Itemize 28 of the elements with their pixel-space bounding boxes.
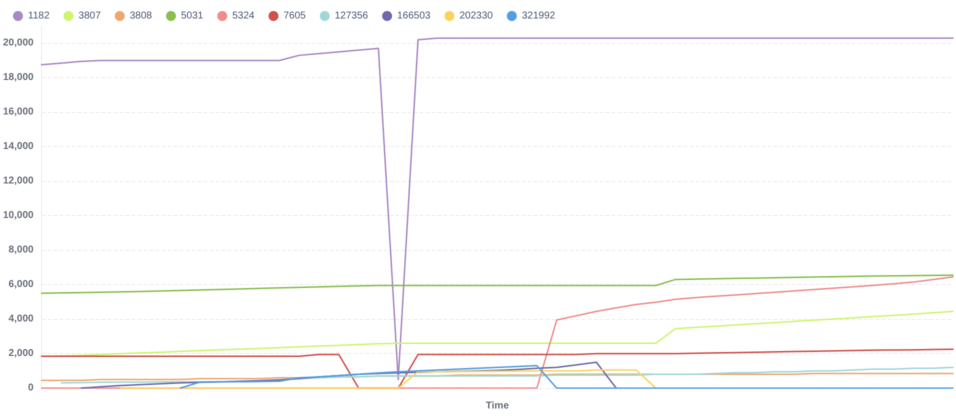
y-tick-label: 12,000 [2,176,34,187]
legend-label: 3807 [78,10,102,22]
y-tick-label: 10,000 [2,210,34,222]
legend-label: 3808 [130,10,152,22]
y-tick-label: 14,000 [2,141,34,152]
line-series [40,274,954,294]
y-tick-label: 0 [28,382,34,394]
legend-label: 1182 [28,10,50,22]
legend-label: 166503 [397,10,431,22]
line-series [180,364,954,389]
y-tick-label: 8,000 [8,244,34,256]
y-tick-label: 18,000 [2,72,34,84]
legend-label: 127356 [334,10,369,22]
y-tick-label: 6,000 [8,279,34,290]
legend-label: 5031 [180,10,204,22]
x-axis-title: Time [486,400,510,412]
legend-label: 7605 [283,10,306,22]
y-tick-label: 16,000 [2,106,34,118]
y-tick-label: 4,000 [8,314,34,325]
line-series [120,369,657,389]
line-series [40,37,954,380]
legend-label: 202330 [459,10,494,22]
y-tick-label: 2,000 [8,348,34,360]
legend-label: 321992 [522,10,556,22]
line-series [60,366,954,384]
y-tick-label: 20,000 [2,38,34,49]
line-series [40,348,954,389]
legend-label: 5324 [232,10,255,22]
